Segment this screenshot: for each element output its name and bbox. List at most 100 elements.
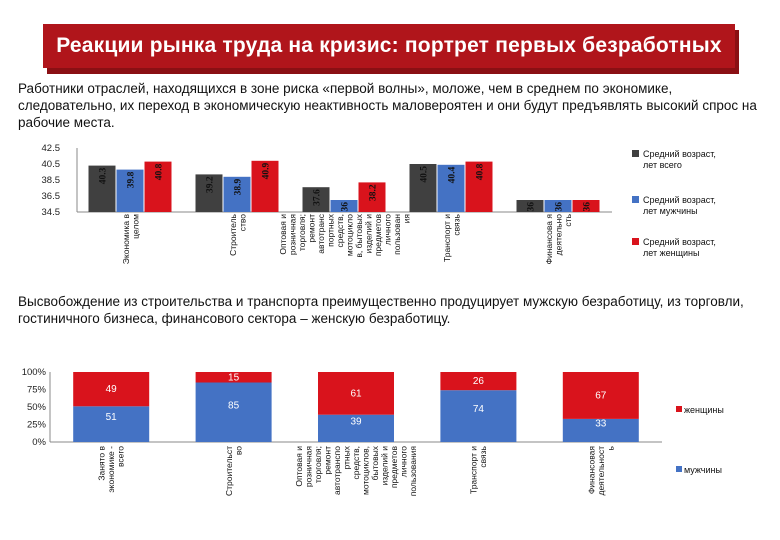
- category-label: Оптовая и: [278, 214, 288, 255]
- bar-value-label: 40.8: [155, 163, 165, 180]
- bar-women: [440, 372, 517, 391]
- bar-women: [195, 372, 272, 383]
- y-tick-label: 50%: [27, 402, 47, 413]
- bar-all: [516, 200, 544, 212]
- y-tick-label: 0%: [32, 437, 46, 448]
- bar-women: [73, 372, 150, 407]
- category-label: автотранс: [316, 213, 326, 253]
- bar-value-label: 15: [228, 372, 240, 383]
- category-label: портных: [325, 213, 335, 247]
- category-label: торговля;: [313, 446, 323, 483]
- category-label: ь: [605, 445, 615, 450]
- category-label-group: Занято в экономике - всего: [97, 446, 126, 493]
- bar-all: [302, 187, 330, 212]
- bar-value-label: 40.3: [99, 167, 109, 184]
- category-label: ремонт: [306, 214, 316, 243]
- bar-women: [144, 161, 172, 212]
- category-label: средств,: [351, 446, 361, 480]
- legend-swatch: [632, 196, 639, 203]
- bar-men: [544, 200, 572, 212]
- bar-value-label: 40.5: [420, 166, 430, 183]
- category-label: деятельност: [596, 446, 606, 496]
- bar-value-label: 33: [595, 418, 607, 429]
- bar-men: [116, 169, 144, 212]
- y-tick-label: 25%: [27, 420, 47, 431]
- category-label: мотоцикло: [344, 214, 354, 256]
- category-label: экономике -: [106, 446, 116, 493]
- bar-men: [440, 390, 517, 442]
- bar-value-label: 85: [228, 400, 240, 411]
- intro-paragraph: Работники отраслей, находящихся в зоне р…: [18, 81, 757, 130]
- bar-men: [318, 414, 394, 442]
- bar-value-label: 36: [341, 202, 351, 212]
- bar-value-label: 49: [106, 384, 118, 395]
- category-label: мотоциклов,: [361, 446, 371, 495]
- category-label: изделий и: [363, 214, 373, 254]
- category-label: ство: [237, 214, 247, 232]
- bar-value-label: 36: [583, 202, 593, 212]
- bar-women: [465, 161, 493, 212]
- category-label: автотранспо: [332, 446, 342, 495]
- page-title: Реакции рынка труда на кризис: портрет п…: [43, 24, 735, 68]
- bar-women: [562, 372, 639, 419]
- bar-women: [572, 200, 600, 212]
- bar-women: [251, 160, 279, 212]
- category-label: Строитель: [228, 213, 238, 255]
- category-label: сть: [563, 213, 573, 226]
- category-label: личного: [399, 446, 409, 477]
- category-label: пользования: [408, 446, 418, 497]
- legend-label: Средний возраст,: [643, 195, 716, 205]
- category-label: всего: [116, 446, 126, 467]
- category-label: Оптовая и: [294, 446, 304, 487]
- bar-value-label: 74: [473, 404, 485, 415]
- category-label: Финансова я: [544, 214, 554, 265]
- category-label: пользован: [392, 214, 402, 255]
- bar-value-label: 39: [350, 416, 362, 427]
- bar-value-label: 40.9: [262, 163, 272, 180]
- category-label: Транспорт и: [469, 446, 479, 494]
- category-label: связь: [478, 445, 488, 467]
- bar-all: [88, 165, 116, 212]
- category-label: Транспорт и: [442, 214, 452, 262]
- category-label: предметов: [373, 214, 383, 257]
- category-label: ремонт: [323, 446, 333, 475]
- bar-value-label: 61: [350, 388, 362, 399]
- bar-men: [73, 406, 150, 442]
- bar-men: [330, 200, 358, 212]
- bar-value-label: 37.6: [313, 189, 323, 206]
- legend-swatch: [632, 150, 639, 157]
- category-label-group: Транспорт и связь: [469, 445, 489, 494]
- bar-all: [409, 164, 437, 212]
- bar-value-label: 39.2: [206, 176, 216, 193]
- y-tick-label: 38.5: [42, 175, 61, 186]
- y-tick-label: 36.5: [42, 191, 61, 202]
- bar-value-label: 26: [473, 376, 485, 387]
- category-label-group: Оптовая и розничная торговля; ремонт автотра…: [294, 445, 418, 496]
- bar-value-label: 36: [555, 202, 565, 212]
- category-label: средств,: [335, 214, 345, 248]
- legend-label: лет всего: [643, 160, 682, 170]
- category-label: торговля;: [297, 214, 307, 251]
- category-label: целом: [130, 214, 140, 239]
- bar-women: [318, 372, 394, 415]
- bar-value-label: 67: [595, 390, 607, 401]
- legend-label: лет женщины: [643, 248, 699, 258]
- legend-label: Средний возраст,: [643, 237, 716, 247]
- category-label-group: Финансова я деятельно сть: [544, 213, 573, 264]
- bar-value-label: 38.9: [234, 179, 244, 196]
- bar-value-label: 40.8: [476, 163, 486, 180]
- category-label: Занято в: [97, 446, 107, 481]
- category-label: ртных: [342, 445, 352, 469]
- category-label: ия: [401, 214, 411, 224]
- category-label: розничная: [304, 446, 314, 488]
- bar-value-label: 39.8: [127, 171, 137, 188]
- category-label-group: Транспорт и связь: [442, 213, 462, 262]
- category-label: предметов: [389, 446, 399, 489]
- category-label: Строительст: [224, 446, 234, 496]
- legend-label: женщины: [684, 405, 724, 415]
- bar-men: [437, 164, 465, 212]
- category-label: изделий и: [380, 446, 390, 486]
